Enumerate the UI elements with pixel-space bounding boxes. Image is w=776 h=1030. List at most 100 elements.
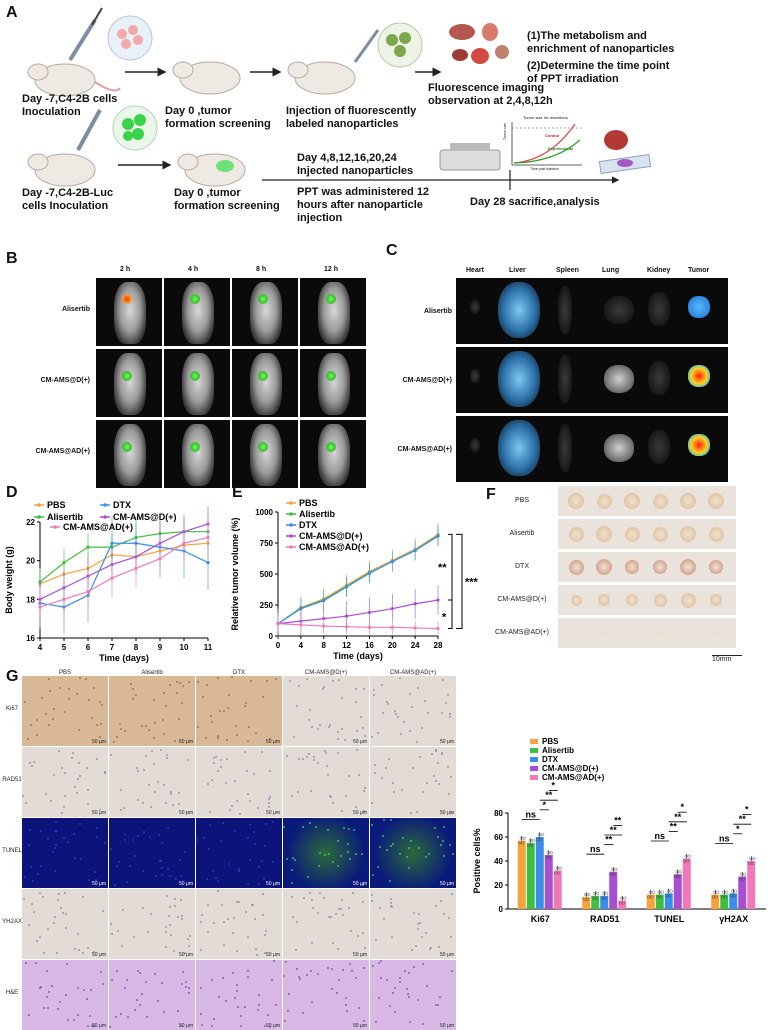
data-point	[367, 571, 372, 575]
cell-dot	[32, 760, 35, 763]
cell-dot	[292, 857, 295, 860]
imaging-tile	[300, 349, 366, 417]
cell-dot	[237, 868, 240, 871]
cell-dot	[136, 834, 139, 837]
cell-dot	[110, 979, 113, 982]
cell-dot	[275, 1003, 278, 1006]
data-point	[749, 857, 753, 861]
histology-tile: 50 μm	[109, 960, 195, 1030]
sig-bracket	[456, 533, 463, 630]
bar	[673, 874, 682, 909]
y-tick-label: 1000	[255, 508, 273, 517]
cell-culture-icon	[107, 15, 153, 61]
sig-label: **	[614, 815, 622, 825]
legend-label: CM-AMS@D(+)	[299, 531, 363, 541]
cell-dot	[411, 766, 414, 769]
imaging-tile	[96, 349, 162, 417]
data-point	[519, 836, 523, 840]
cell-dot	[146, 931, 149, 934]
cell-dot	[233, 916, 236, 919]
cell-dot	[363, 688, 366, 691]
cell-dot	[85, 767, 88, 770]
organ-image	[498, 351, 540, 407]
cell-dot	[383, 917, 386, 920]
cell-dot	[47, 928, 50, 931]
cell-dot	[381, 712, 384, 715]
cell-dot	[340, 854, 343, 857]
x-tick-label: 4	[38, 643, 43, 652]
cell-dot	[389, 845, 392, 848]
histology-tile: 50 μm	[370, 676, 456, 746]
cell-dot	[139, 972, 142, 975]
cell-dot	[230, 805, 233, 808]
cell-dot	[231, 932, 234, 935]
data-point	[666, 889, 670, 893]
cell-dot	[109, 922, 112, 925]
cell-dot	[63, 805, 66, 808]
data-point	[549, 851, 553, 855]
cell-dot	[217, 736, 220, 739]
data-point	[557, 871, 561, 875]
row-label: Alisertib	[423, 308, 452, 315]
data-point	[614, 867, 618, 871]
cell-dot	[427, 712, 430, 715]
cell-dot	[64, 795, 67, 798]
cell-dot	[246, 970, 249, 973]
organ-image	[470, 438, 480, 452]
cell-dot	[47, 677, 50, 680]
histology-tile: 50 μm	[196, 747, 282, 817]
cell-dot	[156, 781, 159, 784]
cell-dot	[257, 883, 260, 885]
cell-dot	[57, 899, 60, 902]
data-point	[714, 895, 718, 899]
cell-dot	[109, 753, 112, 756]
cell-dot	[268, 805, 271, 808]
cell-dot	[302, 758, 305, 761]
organ-image	[604, 296, 634, 324]
cell-dot	[58, 1001, 61, 1004]
cell-dot	[110, 933, 113, 936]
data-point	[539, 837, 543, 841]
cell-dot	[263, 934, 266, 937]
cell-dot	[331, 679, 334, 682]
cell-dot	[161, 873, 164, 876]
cell-dot	[406, 987, 409, 990]
x-tick-label: 11	[204, 643, 213, 652]
cell-dot	[24, 801, 27, 804]
cell-dot	[389, 898, 392, 901]
cell-dot	[219, 709, 222, 712]
scale-label: 50 μm	[266, 1023, 280, 1029]
data-point	[657, 890, 661, 894]
data-point	[684, 854, 688, 858]
cell-dot	[254, 947, 257, 950]
data-point	[413, 548, 417, 553]
data-point	[537, 833, 541, 837]
data-point	[587, 893, 591, 897]
cell-dot	[341, 697, 344, 700]
cell-dot	[355, 976, 358, 979]
data-point	[322, 624, 326, 628]
cell-dot	[448, 917, 451, 920]
cell-dot	[181, 685, 184, 688]
cell-dot	[243, 1005, 246, 1008]
cell-dot	[119, 1013, 122, 1016]
cell-dot	[196, 681, 199, 684]
cell-dot	[343, 738, 346, 741]
sig-bracket	[448, 533, 453, 601]
data-point	[716, 890, 720, 894]
cell-dot	[417, 998, 420, 1001]
cell-dot	[450, 970, 453, 973]
scale-label: 50 μm	[440, 952, 454, 958]
legend-label: CM-AMS@AD(+)	[542, 773, 605, 782]
cell-dot	[154, 973, 157, 976]
cell-dot	[233, 780, 236, 783]
data-point	[206, 535, 210, 540]
cell-dot	[64, 913, 67, 916]
scale-label: 50 μm	[440, 1023, 454, 1029]
x-tick-label: 6	[86, 643, 91, 652]
cell-dot	[132, 698, 135, 701]
sig-label: **	[605, 835, 613, 845]
x-tick-label: 7	[110, 643, 115, 652]
cell-dot	[371, 874, 374, 876]
cell-dot	[239, 1014, 242, 1017]
